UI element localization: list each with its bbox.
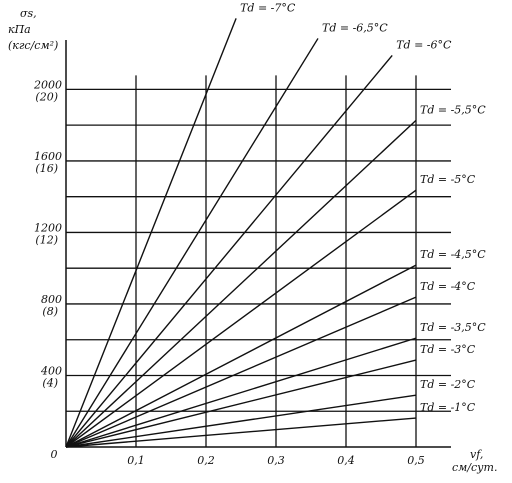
data-line [65, 38, 319, 448]
data-line [65, 264, 417, 448]
data-line [65, 394, 417, 448]
line-label: Td = -4,5°C [420, 248, 486, 261]
line-label: Td = -2°C [420, 378, 476, 391]
data-line [65, 18, 237, 448]
origin-label: 0 [51, 448, 58, 461]
y-tick-label: 1200 [34, 221, 62, 234]
data-line [65, 359, 417, 448]
line-label: Td = -5°C [420, 173, 476, 186]
x-tick-label: 0,5 [407, 454, 425, 467]
data-line [65, 119, 417, 448]
data-line [65, 296, 417, 448]
x-tick-label: 0,1 [127, 454, 145, 467]
line-label: Td = -4°C [420, 280, 476, 293]
line-label: Td = -3,5°C [420, 321, 486, 334]
y2-tick-label: (16) [35, 162, 58, 175]
line-label: Td = -5,5°C [420, 103, 486, 116]
line-label: Td = -6°C [396, 38, 452, 51]
y-tick-label: 2000 [33, 78, 62, 91]
data-line [65, 337, 417, 448]
data-line [65, 417, 417, 448]
x-tick-label: 0,4 [337, 454, 355, 467]
y-axis-label: (кгс/см²) [8, 39, 58, 52]
y-tick-label: 1600 [34, 150, 62, 163]
y-tick-label: 800 [41, 293, 62, 306]
line-label: Td = -7°C [240, 1, 296, 14]
y-axis-label: кПа [8, 23, 31, 36]
y2-tick-label: (12) [35, 233, 58, 246]
x-axis-label: vf, [470, 448, 483, 461]
y2-tick-label: (20) [35, 90, 58, 103]
y-axis-label: σs, [20, 7, 37, 20]
x-axis-label: см/сут. [452, 461, 497, 474]
line-label: Td = -6,5°C [322, 21, 388, 34]
y2-tick-label: (8) [42, 305, 58, 318]
data-line [65, 54, 393, 448]
x-tick-label: 0,3 [267, 454, 285, 467]
y-tick-label: 400 [40, 364, 62, 377]
line-label: Td = -1°C [420, 401, 476, 414]
y2-tick-label: (4) [42, 376, 58, 389]
x-tick-label: 0,2 [197, 454, 215, 467]
line-label: Td = -3°C [420, 343, 476, 356]
data-line [65, 189, 417, 448]
